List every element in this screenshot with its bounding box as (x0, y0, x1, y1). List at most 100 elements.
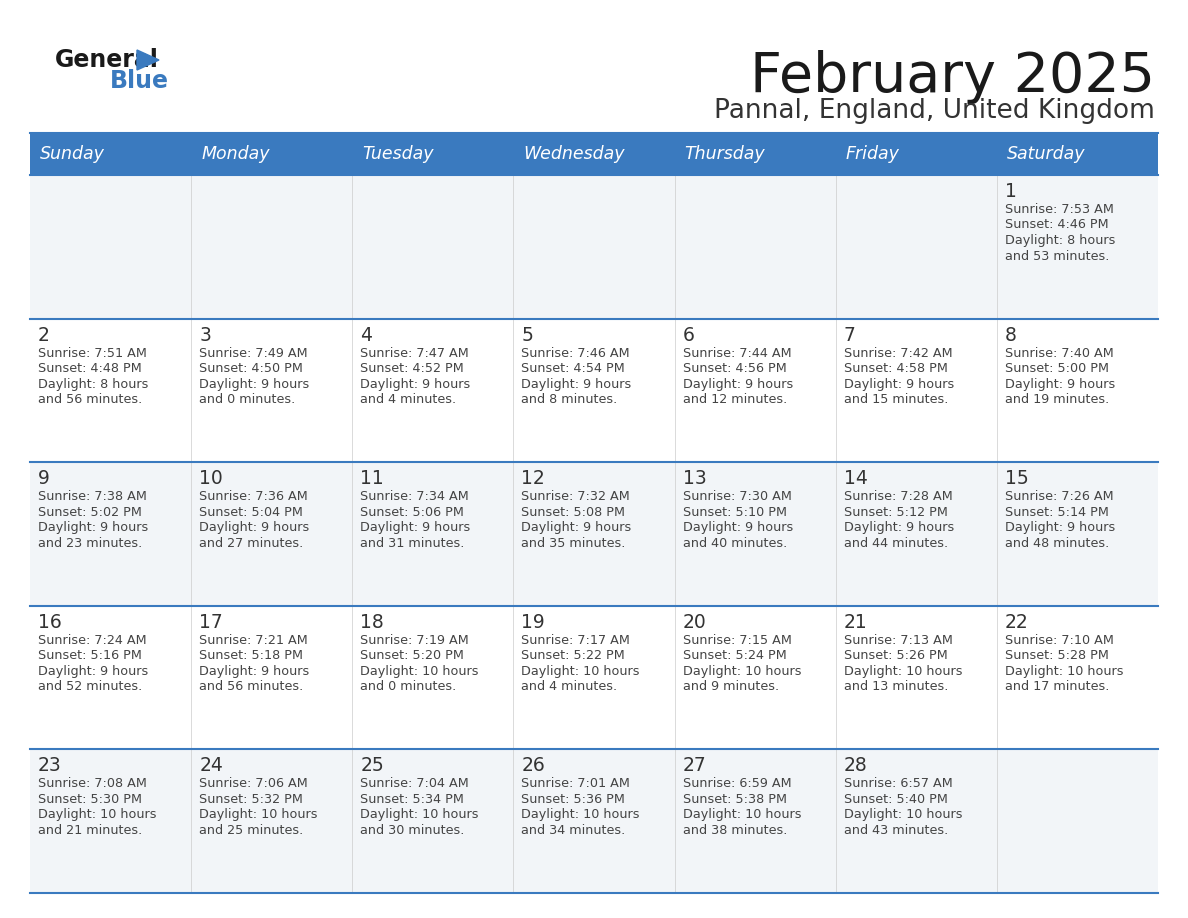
Text: Sunrise: 7:26 AM: Sunrise: 7:26 AM (1005, 490, 1113, 503)
Text: Daylight: 9 hours: Daylight: 9 hours (38, 665, 148, 677)
Text: 7: 7 (843, 326, 855, 344)
Text: and 4 minutes.: and 4 minutes. (360, 393, 456, 406)
Text: Sunset: 4:58 PM: Sunset: 4:58 PM (843, 362, 948, 375)
Text: Sunrise: 7:24 AM: Sunrise: 7:24 AM (38, 633, 146, 647)
Text: 25: 25 (360, 756, 384, 776)
Text: 11: 11 (360, 469, 384, 488)
Text: Daylight: 9 hours: Daylight: 9 hours (360, 377, 470, 390)
Text: 24: 24 (200, 756, 223, 776)
Text: Daylight: 9 hours: Daylight: 9 hours (683, 377, 792, 390)
Text: Sunset: 5:36 PM: Sunset: 5:36 PM (522, 793, 625, 806)
Text: Daylight: 9 hours: Daylight: 9 hours (843, 377, 954, 390)
Text: Sunrise: 7:44 AM: Sunrise: 7:44 AM (683, 347, 791, 360)
Bar (30, 133, 1158, 175)
Text: and 12 minutes.: and 12 minutes. (683, 393, 786, 406)
Text: and 8 minutes.: and 8 minutes. (522, 393, 618, 406)
Text: and 13 minutes.: and 13 minutes. (843, 680, 948, 693)
Text: and 34 minutes.: and 34 minutes. (522, 823, 626, 837)
Text: Daylight: 10 hours: Daylight: 10 hours (522, 809, 640, 822)
Text: Daylight: 10 hours: Daylight: 10 hours (522, 665, 640, 677)
Bar (30, 606, 1158, 749)
Text: and 25 minutes.: and 25 minutes. (200, 823, 303, 837)
Text: and 53 minutes.: and 53 minutes. (1005, 250, 1110, 263)
Text: Daylight: 9 hours: Daylight: 9 hours (360, 521, 470, 534)
Text: Sunrise: 7:51 AM: Sunrise: 7:51 AM (38, 347, 147, 360)
Text: Daylight: 10 hours: Daylight: 10 hours (200, 809, 317, 822)
Text: Daylight: 10 hours: Daylight: 10 hours (683, 665, 801, 677)
Text: and 31 minutes.: and 31 minutes. (360, 537, 465, 550)
Text: Sunrise: 7:01 AM: Sunrise: 7:01 AM (522, 778, 631, 790)
Text: 6: 6 (683, 326, 695, 344)
Text: Sunset: 5:32 PM: Sunset: 5:32 PM (200, 793, 303, 806)
Text: Sunset: 5:02 PM: Sunset: 5:02 PM (38, 506, 141, 519)
Text: 12: 12 (522, 469, 545, 488)
Text: Sunrise: 6:57 AM: Sunrise: 6:57 AM (843, 778, 953, 790)
Text: Sunset: 4:52 PM: Sunset: 4:52 PM (360, 362, 465, 375)
Text: Sunrise: 7:34 AM: Sunrise: 7:34 AM (360, 490, 469, 503)
Text: 10: 10 (200, 469, 223, 488)
Text: 4: 4 (360, 326, 372, 344)
Text: Monday: Monday (201, 145, 270, 163)
Text: 8: 8 (1005, 326, 1017, 344)
Text: Daylight: 9 hours: Daylight: 9 hours (843, 521, 954, 534)
Text: Daylight: 10 hours: Daylight: 10 hours (1005, 665, 1124, 677)
Text: 23: 23 (38, 756, 62, 776)
Text: Friday: Friday (846, 145, 899, 163)
Text: Daylight: 8 hours: Daylight: 8 hours (1005, 234, 1116, 247)
Text: Sunset: 5:00 PM: Sunset: 5:00 PM (1005, 362, 1108, 375)
Text: Daylight: 9 hours: Daylight: 9 hours (683, 521, 792, 534)
Text: 20: 20 (683, 613, 707, 632)
Text: Sunset: 5:28 PM: Sunset: 5:28 PM (1005, 649, 1108, 662)
Text: and 0 minutes.: and 0 minutes. (200, 393, 296, 406)
Text: Sunrise: 7:28 AM: Sunrise: 7:28 AM (843, 490, 953, 503)
Text: Sunrise: 7:17 AM: Sunrise: 7:17 AM (522, 633, 631, 647)
Text: Sunset: 5:22 PM: Sunset: 5:22 PM (522, 649, 625, 662)
Text: 9: 9 (38, 469, 50, 488)
Text: Daylight: 9 hours: Daylight: 9 hours (522, 377, 632, 390)
Text: and 52 minutes.: and 52 minutes. (38, 680, 143, 693)
Text: Sunrise: 7:47 AM: Sunrise: 7:47 AM (360, 347, 469, 360)
Text: Sunrise: 7:32 AM: Sunrise: 7:32 AM (522, 490, 630, 503)
Text: 17: 17 (200, 613, 223, 632)
Text: and 27 minutes.: and 27 minutes. (200, 537, 303, 550)
Text: Sunset: 4:48 PM: Sunset: 4:48 PM (38, 362, 141, 375)
Text: General: General (55, 48, 159, 72)
Text: 22: 22 (1005, 613, 1029, 632)
Text: 15: 15 (1005, 469, 1029, 488)
Text: 5: 5 (522, 326, 533, 344)
Text: Sunrise: 7:10 AM: Sunrise: 7:10 AM (1005, 633, 1113, 647)
Text: Thursday: Thursday (684, 145, 765, 163)
Text: and 19 minutes.: and 19 minutes. (1005, 393, 1110, 406)
Text: Sunset: 5:12 PM: Sunset: 5:12 PM (843, 506, 948, 519)
Text: Wednesday: Wednesday (524, 145, 625, 163)
Text: Sunset: 5:16 PM: Sunset: 5:16 PM (38, 649, 141, 662)
Text: and 17 minutes.: and 17 minutes. (1005, 680, 1110, 693)
Text: Sunset: 5:20 PM: Sunset: 5:20 PM (360, 649, 465, 662)
Bar (30, 462, 1158, 606)
Text: Sunset: 5:30 PM: Sunset: 5:30 PM (38, 793, 143, 806)
Text: Sunrise: 7:36 AM: Sunrise: 7:36 AM (200, 490, 308, 503)
Text: and 23 minutes.: and 23 minutes. (38, 537, 143, 550)
Text: Sunrise: 6:59 AM: Sunrise: 6:59 AM (683, 778, 791, 790)
Text: and 44 minutes.: and 44 minutes. (843, 537, 948, 550)
Bar (30, 749, 1158, 893)
Text: 16: 16 (38, 613, 62, 632)
Text: Sunrise: 7:08 AM: Sunrise: 7:08 AM (38, 778, 147, 790)
Text: Sunday: Sunday (40, 145, 105, 163)
Text: Sunset: 5:40 PM: Sunset: 5:40 PM (843, 793, 948, 806)
Text: Daylight: 9 hours: Daylight: 9 hours (1005, 377, 1116, 390)
Text: Daylight: 9 hours: Daylight: 9 hours (522, 521, 632, 534)
Text: Sunset: 4:56 PM: Sunset: 4:56 PM (683, 362, 786, 375)
Text: Daylight: 9 hours: Daylight: 9 hours (200, 521, 309, 534)
Text: Daylight: 8 hours: Daylight: 8 hours (38, 377, 148, 390)
Polygon shape (137, 50, 159, 70)
Text: 3: 3 (200, 326, 211, 344)
Text: 14: 14 (843, 469, 867, 488)
Text: Sunrise: 7:53 AM: Sunrise: 7:53 AM (1005, 203, 1113, 216)
Text: Saturday: Saturday (1007, 145, 1086, 163)
Text: February 2025: February 2025 (750, 50, 1155, 104)
Text: Sunrise: 7:46 AM: Sunrise: 7:46 AM (522, 347, 630, 360)
Text: and 9 minutes.: and 9 minutes. (683, 680, 778, 693)
Text: Sunrise: 7:15 AM: Sunrise: 7:15 AM (683, 633, 791, 647)
Text: Sunset: 4:46 PM: Sunset: 4:46 PM (1005, 218, 1108, 231)
